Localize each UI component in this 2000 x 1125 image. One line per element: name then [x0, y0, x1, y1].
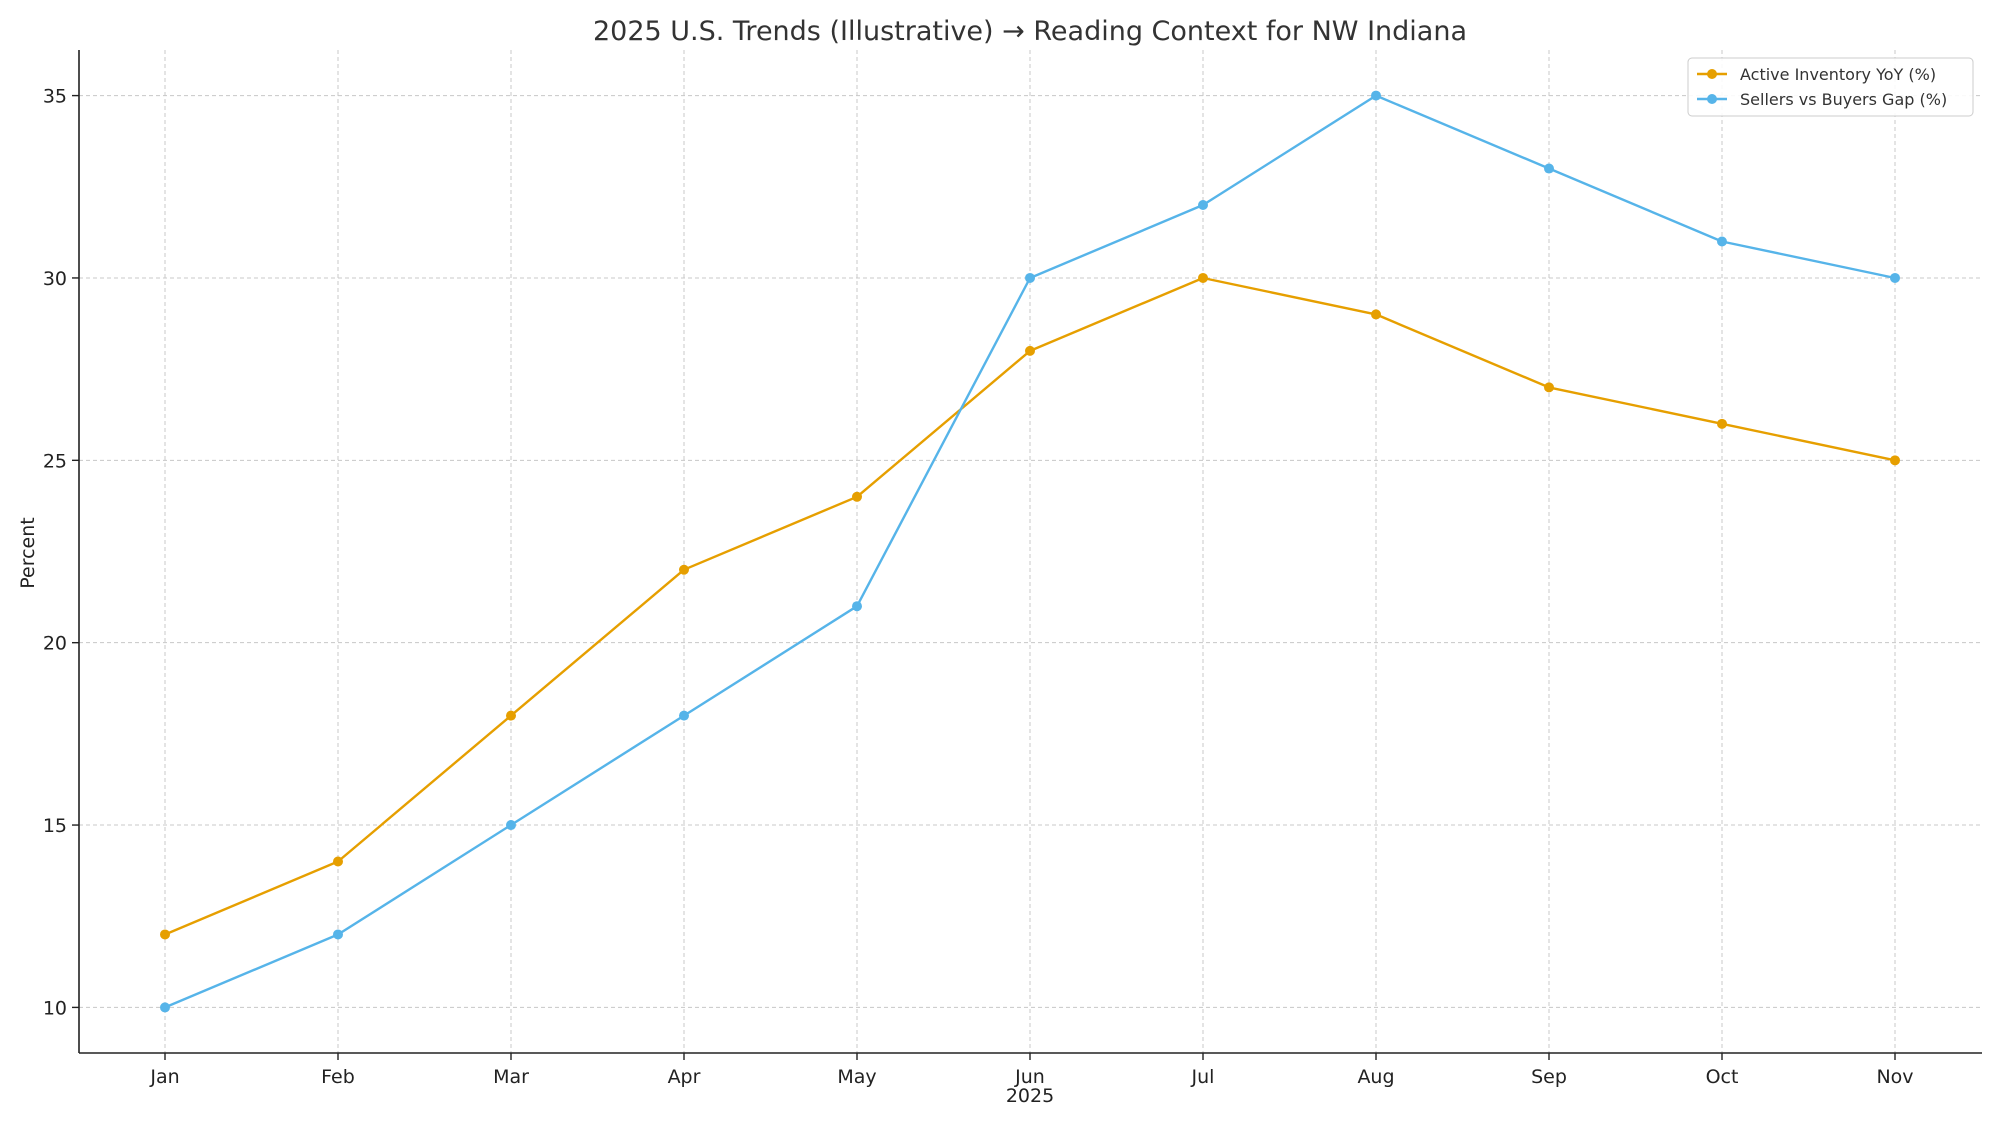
data-point [1025, 272, 1035, 283]
x-tick-label: Jan [149, 1066, 179, 1088]
data-point [160, 1002, 170, 1013]
data-point [333, 856, 343, 867]
data-point [506, 710, 516, 721]
data-point [1717, 236, 1727, 247]
y-tick-label: 35 [43, 86, 67, 108]
x-axis-label: 2025 [1006, 1085, 1054, 1107]
gridlines [79, 50, 1982, 1053]
data-point [1544, 382, 1554, 393]
data-point [1025, 345, 1035, 356]
data-point [1198, 200, 1208, 211]
series-layer [160, 90, 1900, 1013]
data-point [506, 820, 516, 831]
axes: Jan Feb Mar Apr May Jun Jul Aug Sep Oct Nov 10 15 20 2… [43, 50, 1982, 1088]
x-tick-label: Apr [668, 1066, 701, 1088]
legend-frame [1687, 57, 1974, 117]
legend-label: Active Inventory YoY (%) [1740, 65, 1936, 84]
y-tick-label: 10 [43, 997, 67, 1019]
data-point [1371, 90, 1381, 101]
legend-label: Sellers vs Buyers Gap (%) [1740, 90, 1947, 109]
data-point [852, 601, 862, 612]
series-1 [160, 272, 1900, 940]
y-tick-label: 20 [43, 633, 67, 655]
y-tick-label: 25 [43, 450, 67, 472]
x-tick-label: Aug [1357, 1066, 1394, 1088]
x-tick-label: Oct [1706, 1066, 1739, 1088]
data-point [1717, 418, 1727, 429]
x-tick-label: Jul [1191, 1066, 1215, 1088]
x-tick-label: Sep [1531, 1066, 1567, 1088]
data-point [679, 710, 689, 721]
data-point [1890, 455, 1900, 466]
legend-marker [1707, 94, 1717, 104]
y-tick-label: 15 [43, 815, 67, 837]
x-tick-label: Jun [1014, 1066, 1045, 1088]
legend-marker [1707, 69, 1717, 79]
legend: Active Inventory YoY (%) Sellers vs Buyer… [1687, 57, 1974, 117]
x-tick-label: Mar [493, 1066, 529, 1088]
data-point [679, 564, 689, 575]
data-point [1371, 309, 1381, 320]
data-point [1544, 163, 1554, 174]
y-axis-label: Percent [17, 517, 39, 589]
data-point [1890, 272, 1900, 283]
data-point [852, 491, 862, 502]
x-tick-label: Nov [1876, 1066, 1913, 1088]
data-point [1198, 272, 1208, 283]
legend-item: Active Inventory YoY (%) [1697, 65, 1936, 84]
data-point [333, 929, 343, 940]
chart-title: 2025 U.S. Trends (Illustrative) → Readin… [593, 16, 1467, 47]
x-tick-label: Feb [321, 1066, 355, 1088]
y-tick-label: 30 [43, 268, 67, 290]
legend-item: Sellers vs Buyers Gap (%) [1697, 90, 1947, 109]
x-tick-label: May [837, 1066, 876, 1088]
series-2 [160, 90, 1900, 1013]
data-point [160, 929, 170, 940]
